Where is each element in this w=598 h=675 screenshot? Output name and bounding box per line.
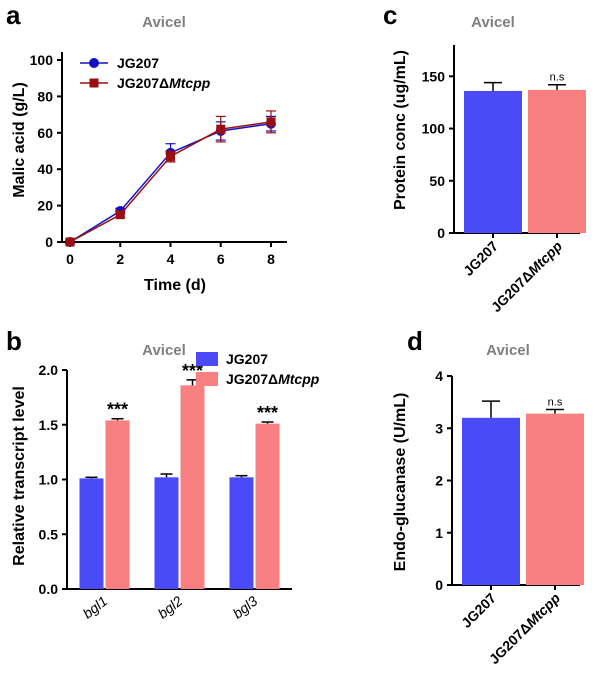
panel-a-point: [115, 210, 125, 220]
panel-a-xtick-label: 8: [267, 251, 275, 267]
panel-c-ytick-label: 100: [422, 121, 446, 137]
panel-d-significance: n.s: [548, 396, 563, 408]
panel-a-ylabel: Malic acid (g/L): [11, 82, 28, 198]
panel-b-legend-text: JG207: [226, 351, 268, 367]
panel-c-xtick-label: JG207: [460, 238, 501, 279]
panel-d-bar: [526, 413, 584, 585]
panel-c-ylabel: Protein conc (ug/mL): [392, 50, 409, 210]
panel-b-significance: ***: [107, 400, 128, 420]
panel-a-legend-text: JG207: [117, 55, 159, 71]
panel-a-ytick-label: 60: [37, 125, 53, 141]
panel-c-title: Avicel: [471, 14, 515, 31]
panel-d-xtick-text: JG207: [458, 590, 499, 631]
panel-d-bar: [462, 417, 520, 585]
panel-a-series-line: [69, 122, 272, 243]
panel-b-xtick-label: bgl1: [80, 593, 111, 622]
panel-b-bar: [105, 420, 130, 589]
panel-letter-a: a: [6, 0, 21, 30]
panel-b-legend-label: JG207: [226, 351, 268, 367]
panel-a-legend-marker: [89, 78, 99, 88]
panel-c-bar: [464, 90, 522, 233]
panel-b-ytick-label: 1.5: [39, 417, 59, 433]
panel-d-ytick-label: 1: [435, 525, 443, 541]
panel-d-ytick-label: 0: [435, 577, 443, 593]
panel-c-ytick-label: 50: [429, 173, 445, 189]
panel-a-xtick-label: 0: [66, 251, 74, 267]
panel-d-xtick-label: JG207: [458, 590, 499, 631]
panel-b-title: Avicel: [142, 342, 186, 359]
panel-b-bar: [180, 385, 205, 589]
panel-b-bar: [79, 478, 104, 589]
panel-b-legend-label: JG207ΔMtcpp: [226, 371, 320, 387]
panel-b-bar: [154, 477, 179, 589]
panel-a-legend-text: JG207ΔMtcpp: [117, 75, 211, 91]
panel-b-bar: [255, 423, 280, 589]
panel-b-ylabel: Relative transcript level: [11, 386, 28, 566]
panel-d-ytick-label: 3: [435, 420, 443, 436]
panel-a-xlabel: Time (d): [144, 277, 206, 294]
panel-a-ytick-label: 40: [37, 161, 53, 177]
panel-b-ytick-label: 1.0: [39, 472, 59, 488]
panel-letter-b: b: [6, 326, 22, 356]
panel-b-legend-swatch: [196, 372, 218, 386]
panel-b-ytick-label: 2.0: [39, 362, 59, 378]
panel-a-xtick-label: 6: [217, 251, 225, 267]
panel-d-ytick-label: 4: [435, 368, 443, 384]
panel-b-ytick-label: 0.5: [39, 526, 59, 542]
panel-c-significance: n.s: [550, 72, 565, 84]
panel-a-title: Avicel: [142, 14, 186, 31]
panel-b-significance: ***: [257, 403, 278, 423]
panel-a-point: [166, 151, 175, 161]
panel-d-title: Avicel: [486, 342, 530, 359]
panel-letter-d: d: [407, 326, 423, 356]
panel-letter-c: c: [383, 0, 397, 30]
panel-a-ytick-label: 80: [37, 88, 53, 104]
panel-a-point: [216, 124, 226, 134]
panel-c-ytick-label: 0: [437, 225, 445, 241]
panel-b-xtick-label: bgl3: [230, 593, 261, 622]
panel-a-xtick-label: 2: [116, 251, 124, 267]
panel-a-point: [65, 237, 75, 247]
panel-b-xtick-label: bgl2: [155, 593, 186, 622]
panel-b-bar: [229, 477, 254, 589]
panel-c-xtick-text: JG207: [460, 238, 501, 279]
panel-c-bar: [528, 89, 586, 234]
panel-d-ylabel: Endo-glucanase (U/mL): [392, 393, 409, 572]
panel-a-ytick-label: 100: [30, 52, 54, 68]
panel-a-xtick-label: 4: [167, 251, 175, 267]
panel-b-legend-text: JG207ΔMtcpp: [226, 371, 320, 387]
panel-a-legend-label: JG207ΔMtcpp: [117, 75, 211, 91]
panel-a-point: [266, 117, 276, 127]
panel-b-legend-swatch: [196, 352, 218, 366]
panel-b-ytick-label: 0.0: [39, 581, 59, 597]
panel-a-ytick-label: 0: [45, 234, 53, 250]
panel-a-legend-label: JG207: [117, 55, 159, 71]
panel-a-ytick-label: 20: [37, 198, 53, 214]
panel-a-legend-marker: [89, 58, 99, 68]
panel-c-ytick-label: 150: [422, 68, 446, 84]
panel-d-ytick-label: 2: [435, 473, 443, 489]
